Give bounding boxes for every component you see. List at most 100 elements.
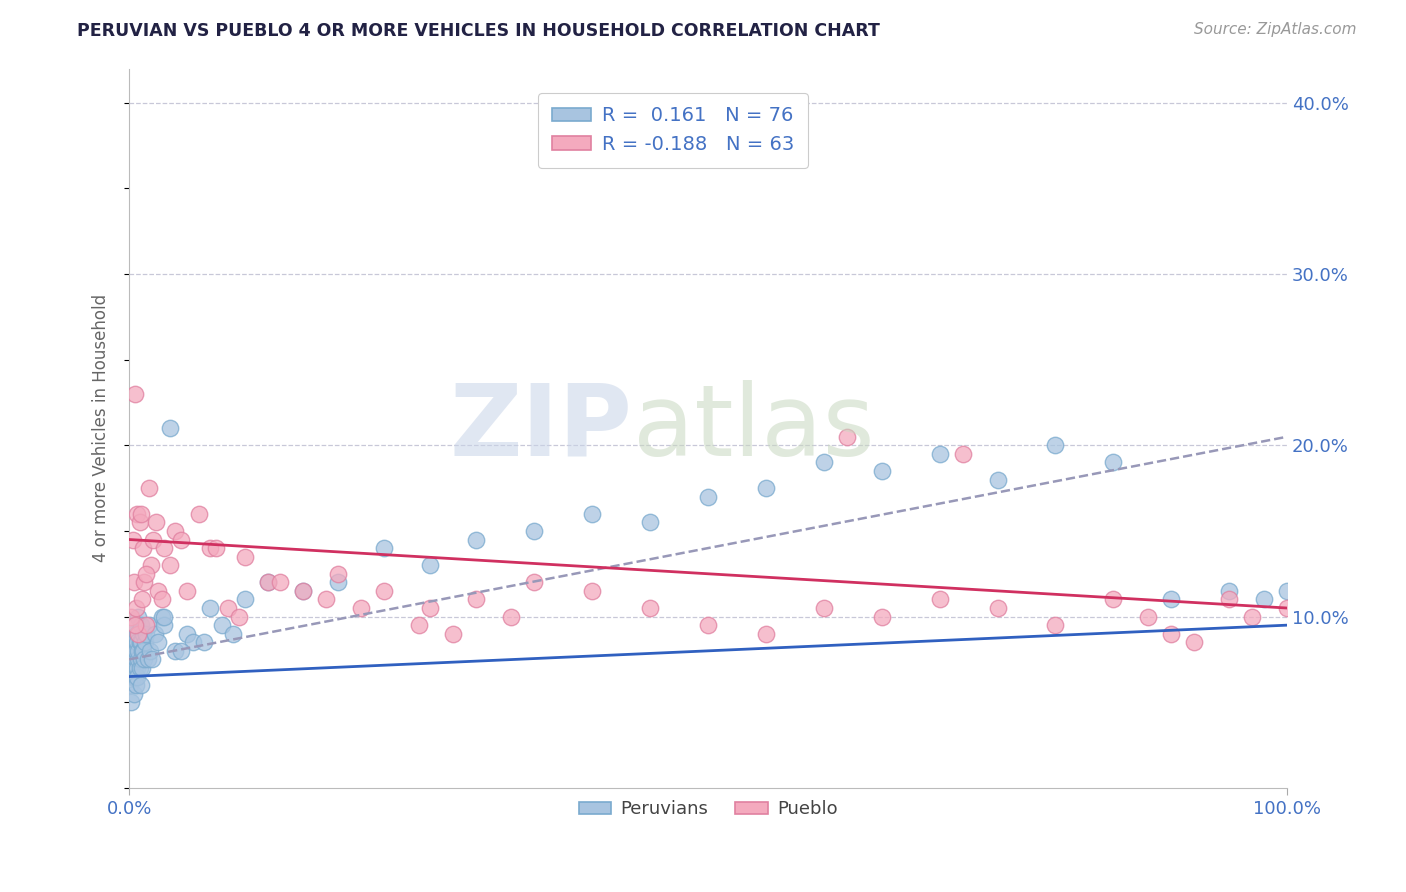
Point — [159, 421, 181, 435]
Point — [217, 601, 239, 615]
Point — [233, 592, 256, 607]
Point — [523, 524, 546, 538]
Point — [121, 644, 143, 658]
Point — [269, 575, 291, 590]
Point — [143, 626, 166, 640]
Point — [138, 618, 160, 632]
Point — [146, 583, 169, 598]
Point — [187, 507, 209, 521]
Point — [465, 533, 488, 547]
Point — [125, 601, 148, 615]
Point — [165, 524, 187, 538]
Point — [121, 669, 143, 683]
Point — [1241, 609, 1264, 624]
Point — [1218, 583, 1240, 598]
Point — [121, 533, 143, 547]
Point — [952, 447, 974, 461]
Point — [127, 652, 149, 666]
Point — [120, 678, 142, 692]
Text: ZIP: ZIP — [450, 380, 633, 476]
Point — [122, 661, 145, 675]
Point — [755, 481, 778, 495]
Point — [120, 695, 142, 709]
Point — [257, 575, 280, 590]
Point — [1102, 592, 1125, 607]
Point — [129, 635, 152, 649]
Point — [129, 618, 152, 632]
Point — [153, 618, 176, 632]
Point — [326, 566, 349, 581]
Point — [291, 583, 314, 598]
Point — [128, 516, 150, 530]
Point — [193, 635, 215, 649]
Point — [132, 541, 155, 555]
Point — [176, 626, 198, 640]
Point — [127, 507, 149, 521]
Point — [153, 609, 176, 624]
Point — [142, 533, 165, 547]
Point — [350, 601, 373, 615]
Point — [1184, 635, 1206, 649]
Point — [125, 644, 148, 658]
Point — [131, 644, 153, 658]
Point — [132, 626, 155, 640]
Point — [198, 601, 221, 615]
Point — [136, 652, 159, 666]
Point — [233, 549, 256, 564]
Point — [134, 635, 156, 649]
Point — [131, 661, 153, 675]
Point — [835, 430, 858, 444]
Text: Source: ZipAtlas.com: Source: ZipAtlas.com — [1194, 22, 1357, 37]
Point — [465, 592, 488, 607]
Point — [987, 473, 1010, 487]
Point — [1253, 592, 1275, 607]
Point — [127, 669, 149, 683]
Text: PERUVIAN VS PUEBLO 4 OR MORE VEHICLES IN HOUSEHOLD CORRELATION CHART: PERUVIAN VS PUEBLO 4 OR MORE VEHICLES IN… — [77, 22, 880, 40]
Point — [373, 541, 395, 555]
Point — [127, 626, 149, 640]
Point — [146, 635, 169, 649]
Y-axis label: 4 or more Vehicles in Household: 4 or more Vehicles in Household — [93, 294, 110, 562]
Point — [928, 447, 950, 461]
Point — [1275, 583, 1298, 598]
Point — [697, 490, 720, 504]
Point — [1218, 592, 1240, 607]
Point — [870, 609, 893, 624]
Point — [135, 566, 157, 581]
Point — [1045, 438, 1067, 452]
Point — [124, 618, 146, 632]
Point — [127, 635, 149, 649]
Point — [125, 652, 148, 666]
Point — [124, 387, 146, 401]
Point — [419, 558, 441, 573]
Point — [153, 541, 176, 555]
Point — [127, 626, 149, 640]
Point — [181, 635, 204, 649]
Point — [135, 626, 157, 640]
Point — [128, 635, 150, 649]
Point — [176, 583, 198, 598]
Point — [129, 678, 152, 692]
Point — [581, 583, 603, 598]
Point — [159, 558, 181, 573]
Point — [408, 618, 430, 632]
Point — [1102, 455, 1125, 469]
Point — [441, 626, 464, 640]
Point — [129, 507, 152, 521]
Point — [125, 678, 148, 692]
Point — [138, 481, 160, 495]
Point — [139, 558, 162, 573]
Point — [326, 575, 349, 590]
Point — [124, 669, 146, 683]
Point — [638, 601, 661, 615]
Point — [131, 592, 153, 607]
Point — [122, 575, 145, 590]
Point — [124, 644, 146, 658]
Point — [150, 592, 173, 607]
Point — [139, 644, 162, 658]
Point — [122, 687, 145, 701]
Point — [222, 626, 245, 640]
Point — [198, 541, 221, 555]
Point — [141, 652, 163, 666]
Point — [150, 609, 173, 624]
